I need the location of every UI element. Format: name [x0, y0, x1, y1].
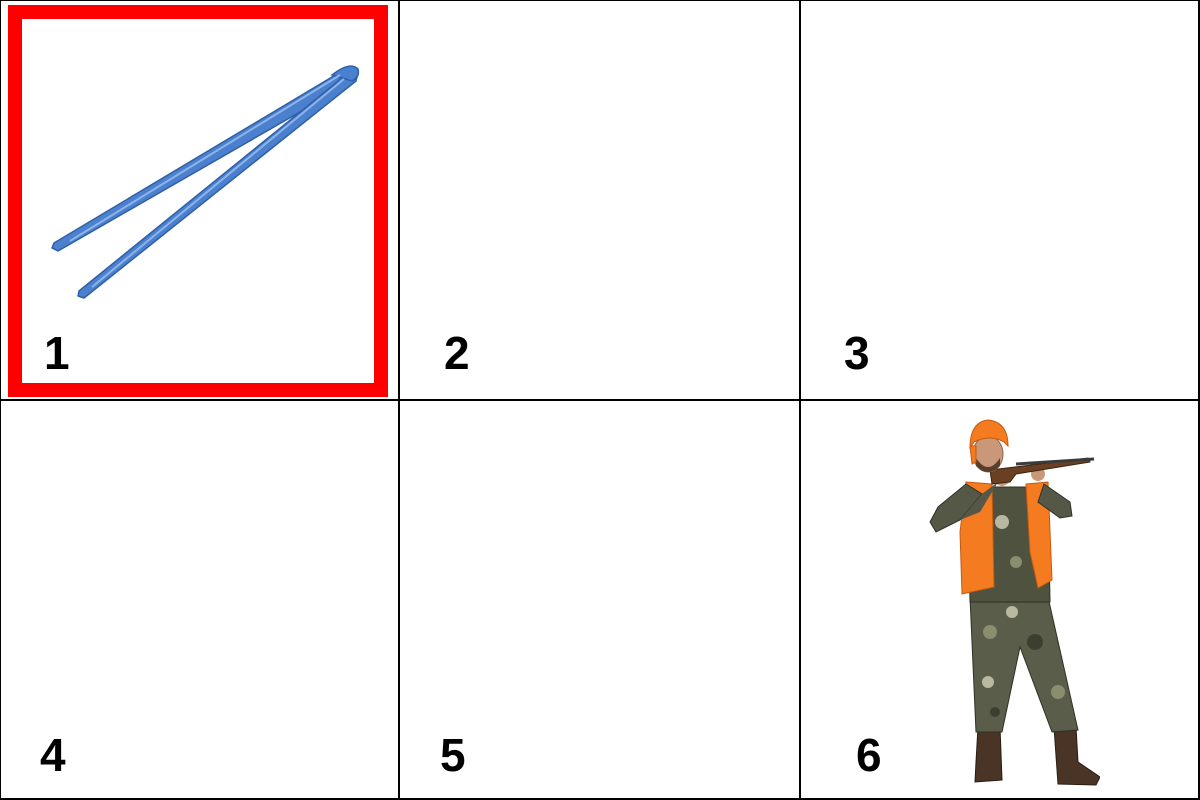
grid-cell-5[interactable]: 5 — [400, 400, 800, 800]
grid-border — [0, 798, 1200, 800]
cell-number: 4 — [40, 729, 66, 781]
grid-cell-6[interactable]: 6 — [800, 400, 1200, 800]
grid-cell-4[interactable]: 4 — [0, 400, 400, 800]
cell-number: 1 — [44, 327, 70, 379]
cell-number: 6 — [856, 729, 882, 781]
grid-cell-2[interactable]: 2 — [400, 0, 800, 400]
grid-divider — [0, 399, 1200, 401]
grid-border — [0, 0, 1, 800]
grid-border — [1198, 0, 1200, 800]
cell-number: 3 — [844, 327, 870, 379]
grid-border — [0, 0, 1200, 1]
grid-cell-1[interactable]: 1 — [0, 0, 400, 400]
tweezers-icon — [40, 55, 370, 310]
grid-cell-3[interactable]: 3 — [800, 0, 1200, 400]
cell-number: 5 — [440, 729, 466, 781]
hunter-with-rifle-icon — [920, 412, 1100, 787]
cell-number: 2 — [444, 327, 470, 379]
selection-highlight — [8, 5, 388, 397]
